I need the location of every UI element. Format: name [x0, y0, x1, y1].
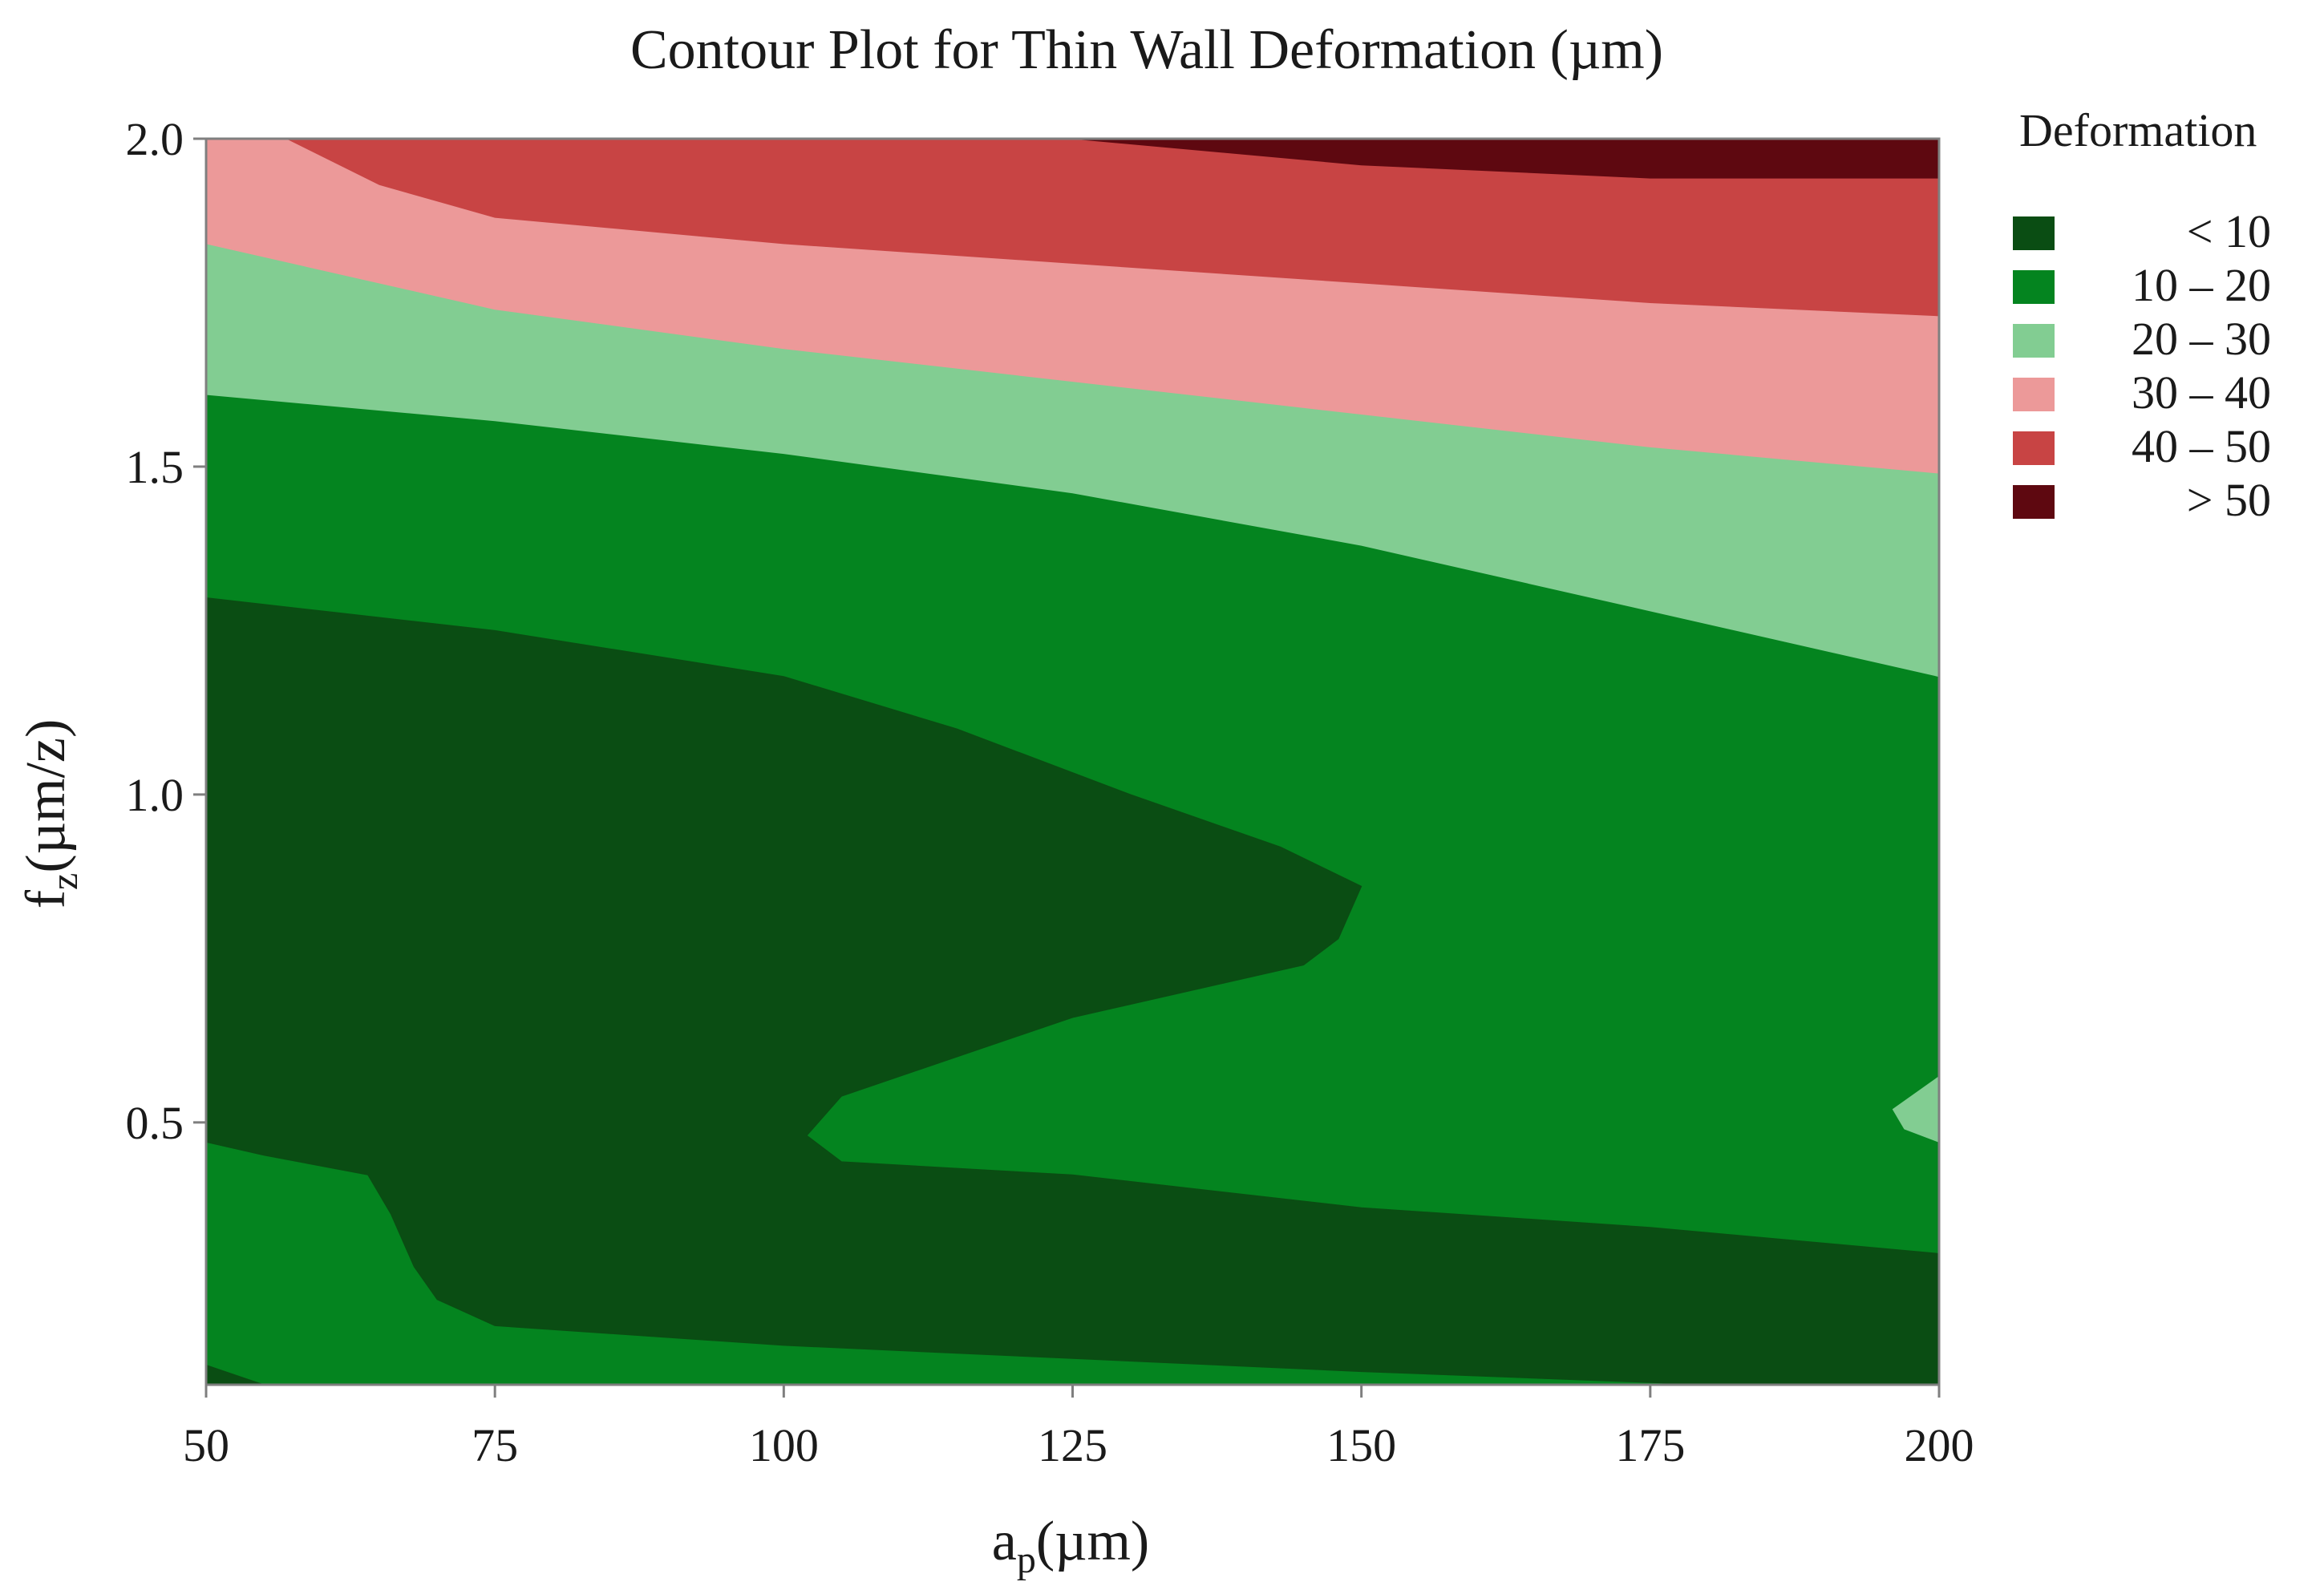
x-axis: 50 75 100 125 150 175 200 — [183, 1385, 1974, 1471]
legend-entry-label: 10 – 20 — [2132, 259, 2271, 311]
y-axis-label: fz(µm/z) — [15, 719, 86, 909]
x-tick-label: 125 — [1038, 1419, 1107, 1471]
y-tick-label: 1.0 — [126, 769, 184, 821]
y-axis-label-unit: (µm/z) — [15, 719, 77, 873]
y-tick-label: 1.5 — [126, 441, 184, 493]
legend-swatch — [2013, 324, 2055, 358]
chart-title: Contour Plot for Thin Wall Deformation (… — [630, 19, 1663, 81]
x-axis-label: ap(µm) — [992, 1511, 1149, 1581]
x-axis-label-unit: (µm) — [1036, 1511, 1149, 1572]
legend-swatch — [2013, 485, 2055, 519]
y-tick-label: 0.5 — [126, 1097, 184, 1149]
legend-entry-label: 40 – 50 — [2132, 420, 2271, 472]
x-tick-label: 100 — [749, 1419, 819, 1471]
legend-entry-label: 30 – 40 — [2132, 366, 2271, 419]
y-tick-label: 2.0 — [126, 113, 184, 165]
x-axis-label-sub: p — [1017, 1539, 1036, 1581]
x-axis-label-main: a — [992, 1511, 1017, 1572]
legend-entry-label: > 50 — [2187, 474, 2271, 526]
legend-swatch — [2013, 216, 2055, 250]
contour-region-5 — [205, 597, 1940, 1386]
legend-swatch — [2013, 431, 2055, 465]
legend-entry-label: 20 – 30 — [2132, 313, 2271, 365]
x-tick-label: 175 — [1615, 1419, 1685, 1471]
y-axis-label-sub: z — [43, 873, 86, 890]
legend-entry-label: < 10 — [2187, 205, 2271, 257]
x-tick-label: 75 — [472, 1419, 518, 1471]
x-tick-label: 50 — [183, 1419, 229, 1471]
y-axis: 0.5 1.0 1.5 2.0 — [126, 113, 206, 1149]
contour-regions — [205, 138, 1940, 1386]
x-tick-label: 200 — [1905, 1419, 1974, 1471]
legend-title: Deformation — [2019, 104, 2257, 156]
x-tick-label: 150 — [1326, 1419, 1396, 1471]
y-axis-label-main: f — [15, 889, 77, 908]
legend-swatch — [2013, 378, 2055, 411]
legend-swatch — [2013, 270, 2055, 304]
